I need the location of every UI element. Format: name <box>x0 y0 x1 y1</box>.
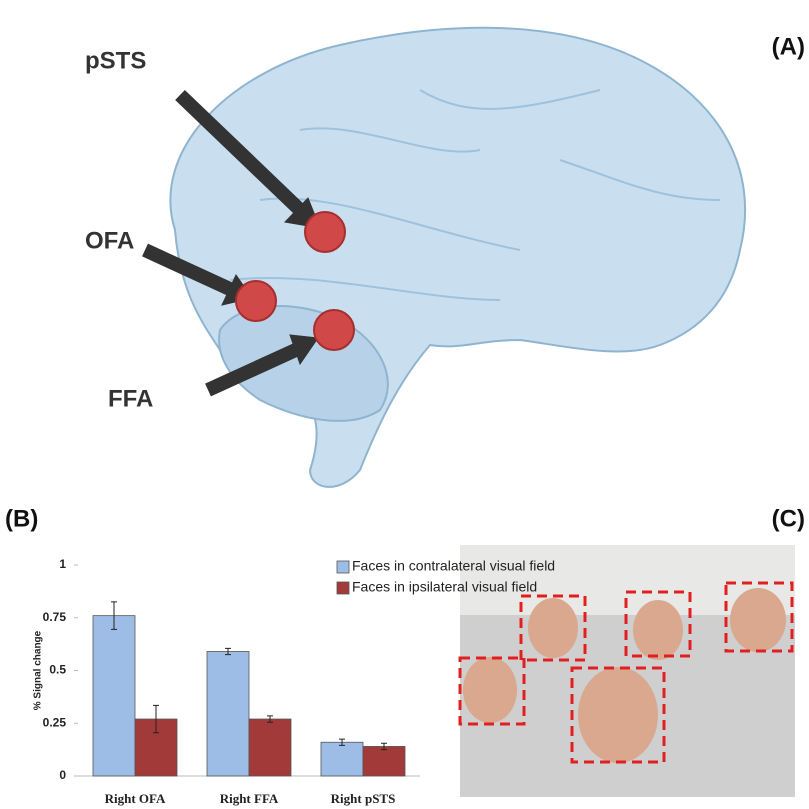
bar <box>249 719 291 776</box>
y-tick-label: 0.25 <box>43 715 67 729</box>
panel-label: (A) <box>772 33 805 60</box>
figure: pSTS OFA FFA (A) (B) (C) 0 0.25 0.5 0.75 1 % … <box>0 0 809 809</box>
legend-label: Faces in ipsilateral visual field <box>352 579 537 595</box>
x-tick-label: Right OFA <box>105 791 166 806</box>
legend-swatch <box>337 582 349 594</box>
brain-label: FFA <box>108 385 153 412</box>
legend-label: Faces in contralateral visual field <box>352 558 555 574</box>
brain-illustration: pSTS OFA FFA <box>85 28 745 487</box>
y-tick-label: 0 <box>59 768 66 782</box>
legend-swatch <box>337 561 349 573</box>
x-tick-label: Right pSTS <box>331 791 396 806</box>
y-tick-label: 1 <box>59 557 66 571</box>
bar <box>321 742 363 776</box>
brain-shape <box>170 28 745 487</box>
bar <box>207 652 249 776</box>
panel-label: (B) <box>5 505 38 532</box>
bar <box>363 746 405 776</box>
brain-label: pSTS <box>85 47 146 74</box>
y-tick-label: 0.5 <box>49 663 66 677</box>
brain-label: OFA <box>85 227 134 254</box>
bar <box>93 616 135 776</box>
y-axis-label: % Signal change <box>33 630 44 710</box>
x-tick-label: Right FFA <box>220 791 279 806</box>
panel-label: (C) <box>772 505 805 532</box>
y-tick-label: 0.75 <box>43 610 67 624</box>
